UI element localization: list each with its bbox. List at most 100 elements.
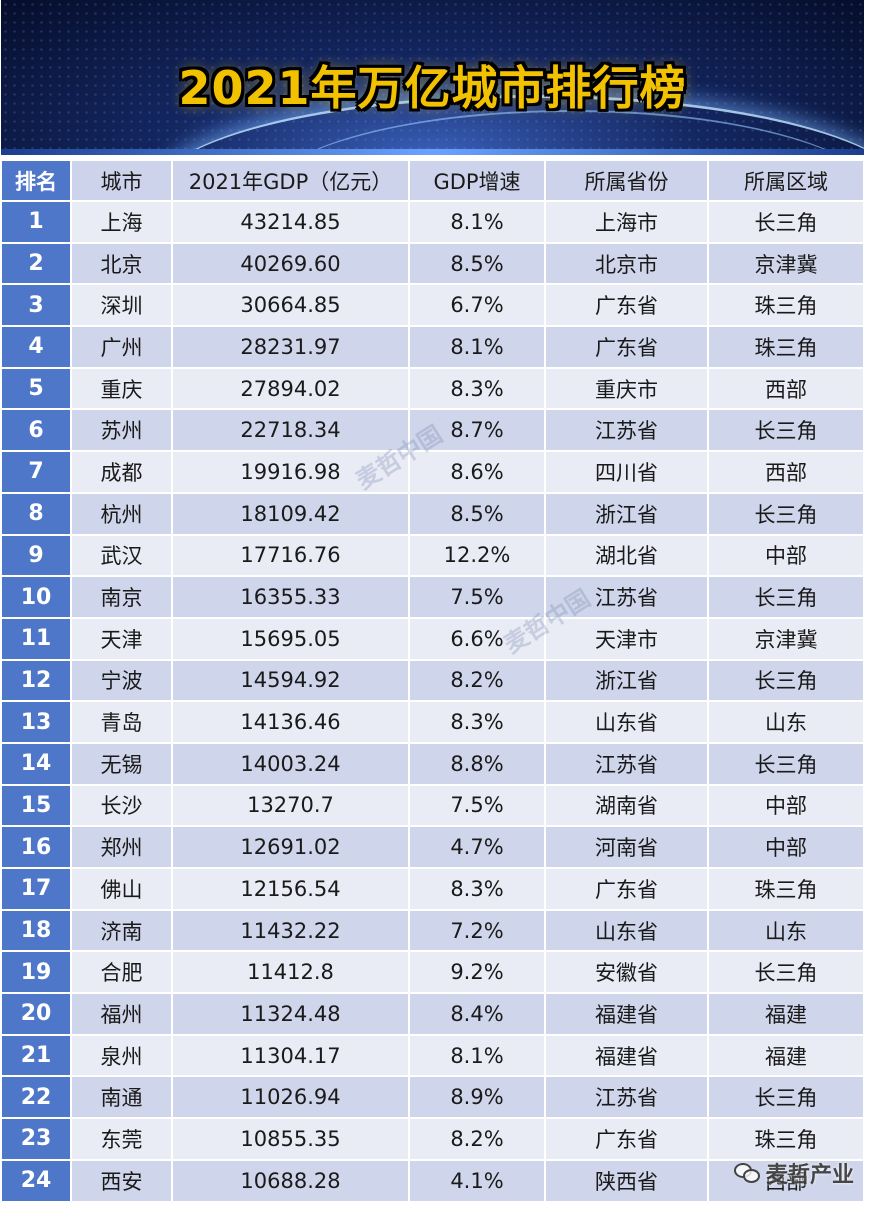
cell-rank: 18 bbox=[2, 909, 72, 953]
table-row: 4 广州 28231.97 8.1% 广东省 珠三角 bbox=[2, 326, 865, 369]
cell-city: 青岛 bbox=[71, 701, 173, 744]
cell-province: 安徽省 bbox=[545, 951, 709, 995]
cell-region: 长三角 bbox=[708, 742, 865, 786]
cell-province: 广东省 bbox=[545, 1118, 709, 1161]
cell-growth: 8.1% bbox=[409, 326, 546, 369]
footer-brand-label: 麦哲产业 bbox=[765, 1163, 854, 1188]
cell-growth: 7.2% bbox=[409, 909, 546, 953]
table-row: 20 福州 11324.48 8.4% 福建省 福建 bbox=[2, 993, 865, 1036]
header-rank: 排名 bbox=[2, 161, 72, 202]
cell-region: 珠三角 bbox=[708, 1118, 865, 1161]
cell-growth: 8.3% bbox=[409, 701, 546, 744]
banner-light-arc bbox=[151, 95, 864, 155]
cell-gdp: 27894.02 bbox=[172, 367, 410, 411]
cell-city: 合肥 bbox=[71, 951, 173, 995]
cell-gdp: 11412.8 bbox=[172, 951, 410, 995]
cell-gdp: 30664.85 bbox=[172, 284, 410, 328]
cell-rank: 22 bbox=[2, 1076, 72, 1120]
cell-province: 河南省 bbox=[545, 826, 709, 869]
cell-gdp: 10688.28 bbox=[172, 1159, 410, 1203]
cell-growth: 8.3% bbox=[409, 868, 546, 911]
cell-city: 成都 bbox=[71, 451, 173, 494]
cell-province: 广东省 bbox=[545, 326, 709, 369]
cell-rank: 9 bbox=[2, 534, 72, 578]
cell-region: 长三角 bbox=[708, 1076, 865, 1120]
table-row: 12 宁波 14594.92 8.2% 浙江省 长三角 bbox=[2, 659, 865, 703]
cell-gdp: 19916.98 bbox=[172, 451, 410, 494]
cell-region: 京津冀 bbox=[708, 617, 865, 661]
cell-rank: 5 bbox=[2, 367, 72, 411]
cell-city: 重庆 bbox=[71, 367, 173, 411]
ranking-table-container: 排名 城市 2021年GDP（亿元） GDP增速 所属省份 所属区域 1 上海 43… bbox=[2, 161, 865, 1203]
cell-growth: 8.2% bbox=[409, 659, 546, 703]
cell-growth: 8.5% bbox=[409, 492, 546, 536]
cell-growth: 4.7% bbox=[409, 826, 546, 869]
cell-province: 四川省 bbox=[545, 451, 709, 494]
cell-region: 长三角 bbox=[708, 951, 865, 995]
cell-region: 长三角 bbox=[708, 492, 865, 536]
cell-region: 中部 bbox=[708, 784, 865, 828]
cell-province: 福建省 bbox=[545, 1034, 709, 1078]
cell-region: 中部 bbox=[708, 826, 865, 869]
cell-growth: 8.6% bbox=[409, 451, 546, 494]
cell-growth: 8.7% bbox=[409, 409, 546, 453]
cell-region: 西部 bbox=[708, 367, 865, 411]
cell-growth: 8.1% bbox=[409, 1034, 546, 1078]
cell-rank: 12 bbox=[2, 659, 72, 703]
cell-city: 南通 bbox=[71, 1076, 173, 1120]
cell-province: 陕西省 bbox=[545, 1159, 709, 1203]
cell-growth: 8.4% bbox=[409, 993, 546, 1036]
cell-city: 长沙 bbox=[71, 784, 173, 828]
cell-rank: 20 bbox=[2, 993, 72, 1036]
cell-rank: 19 bbox=[2, 951, 72, 995]
cell-region: 京津冀 bbox=[708, 242, 865, 286]
table-row: 14 无锡 14003.24 8.8% 江苏省 长三角 bbox=[2, 742, 865, 786]
table-row: 1 上海 43214.85 8.1% 上海市 长三角 bbox=[2, 201, 865, 244]
cell-growth: 8.1% bbox=[409, 201, 546, 244]
table-row: 22 南通 11026.94 8.9% 江苏省 长三角 bbox=[2, 1076, 865, 1120]
page-title: 2021年万亿城市排行榜 bbox=[178, 61, 687, 115]
cell-province: 湖南省 bbox=[545, 784, 709, 828]
cell-rank: 6 bbox=[2, 409, 72, 453]
cell-rank: 10 bbox=[2, 576, 72, 619]
cell-rank: 3 bbox=[2, 284, 72, 328]
title-banner: 2021年万亿城市排行榜 bbox=[1, 0, 864, 155]
cell-rank: 16 bbox=[2, 826, 72, 869]
cell-city: 无锡 bbox=[71, 742, 173, 786]
cell-region: 山东 bbox=[708, 701, 865, 744]
table-row: 11 天津 15695.05 6.6% 天津市 京津冀 bbox=[2, 617, 865, 661]
cell-region: 长三角 bbox=[708, 409, 865, 453]
cell-region: 珠三角 bbox=[708, 868, 865, 911]
table-row: 9 武汉 17716.76 12.2% 湖北省 中部 bbox=[2, 534, 865, 578]
cell-city: 武汉 bbox=[71, 534, 173, 578]
cell-gdp: 11304.17 bbox=[172, 1034, 410, 1078]
cell-rank: 13 bbox=[2, 701, 72, 744]
cell-city: 南京 bbox=[71, 576, 173, 619]
banner-light-arc-inner bbox=[261, 110, 864, 155]
cell-city: 西安 bbox=[71, 1159, 173, 1203]
cell-city: 宁波 bbox=[71, 659, 173, 703]
cell-growth: 7.5% bbox=[409, 576, 546, 619]
table-row: 17 佛山 12156.54 8.3% 广东省 珠三角 bbox=[2, 868, 865, 911]
header-gdp: 2021年GDP（亿元） bbox=[172, 161, 410, 202]
table-row: 2 北京 40269.60 8.5% 北京市 京津冀 bbox=[2, 242, 865, 286]
table-body: 1 上海 43214.85 8.1% 上海市 长三角 2 北京 40269.60 8.5% 北京市京… bbox=[2, 201, 865, 1203]
cell-city: 广州 bbox=[71, 326, 173, 369]
cell-rank: 7 bbox=[2, 451, 72, 494]
table-row: 7 成都 19916.98 8.6% 四川省 西部 bbox=[2, 451, 865, 494]
cell-region: 珠三角 bbox=[708, 284, 865, 328]
cell-city: 杭州 bbox=[71, 492, 173, 536]
cell-province: 重庆市 bbox=[545, 367, 709, 411]
cell-province: 江苏省 bbox=[545, 409, 709, 453]
ranking-table: 排名 城市 2021年GDP（亿元） GDP增速 所属省份 所属区域 1 上海 43… bbox=[2, 161, 865, 1203]
table-row: 18 济南 11432.22 7.2% 山东省 山东 bbox=[2, 909, 865, 953]
cell-province: 福建省 bbox=[545, 993, 709, 1036]
wechat-icon bbox=[733, 1163, 760, 1183]
cell-region: 长三角 bbox=[708, 659, 865, 703]
cell-city: 东莞 bbox=[71, 1118, 173, 1161]
cell-gdp: 10855.35 bbox=[172, 1118, 410, 1161]
cell-city: 深圳 bbox=[71, 284, 173, 328]
cell-rank: 2 bbox=[2, 242, 72, 286]
header-city: 城市 bbox=[71, 161, 173, 202]
cell-city: 福州 bbox=[71, 993, 173, 1036]
